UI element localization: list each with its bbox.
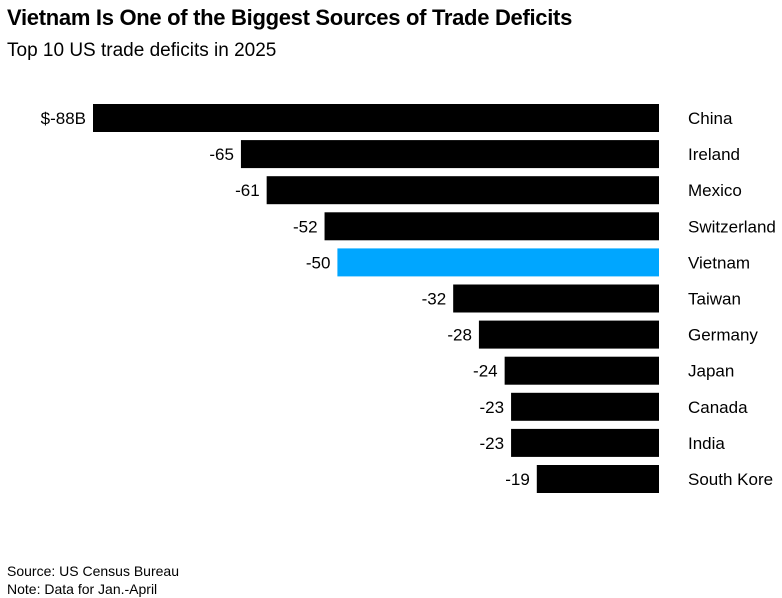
bar-china [93,104,659,132]
bar-mexico [266,176,659,205]
value-label: -28 [447,326,472,345]
value-label: -65 [209,145,234,164]
bar-india [511,428,659,457]
category-label: India [688,434,725,453]
category-label: Mexico [688,181,742,200]
value-label: -61 [235,181,260,200]
bar-switzerland [324,212,659,241]
value-label: -52 [293,217,318,236]
value-label: -50 [306,253,331,272]
value-label: -32 [422,290,447,309]
bar-vietnam [337,248,659,277]
value-label: -23 [479,398,504,417]
category-label: Japan [688,362,734,381]
bar-canada [511,392,659,421]
bar-ireland [240,140,659,169]
source-note: Source: US Census Bureau [7,563,179,579]
value-label: -23 [479,434,504,453]
value-label: $-88B [41,109,86,128]
chart-subtitle: Top 10 US trade deficits in 2025 [7,40,277,61]
value-label: -24 [473,362,498,381]
category-label: South Kore [688,470,773,489]
category-label: Germany [688,326,758,345]
category-label: Vietnam [688,253,750,272]
category-label: Canada [688,398,748,417]
bar-germany [478,320,659,349]
category-label: China [688,109,733,128]
category-label: Switzerland [688,217,776,236]
chart-title: Vietnam Is One of the Biggest Sources of… [7,5,573,30]
bar-japan [504,356,659,385]
bar-south-korea [536,465,659,493]
value-label: -19 [505,470,530,489]
category-label: Taiwan [688,290,741,309]
category-label: Ireland [688,145,740,164]
bar-taiwan [453,284,659,313]
data-note: Note: Data for Jan.-April [7,581,158,597]
